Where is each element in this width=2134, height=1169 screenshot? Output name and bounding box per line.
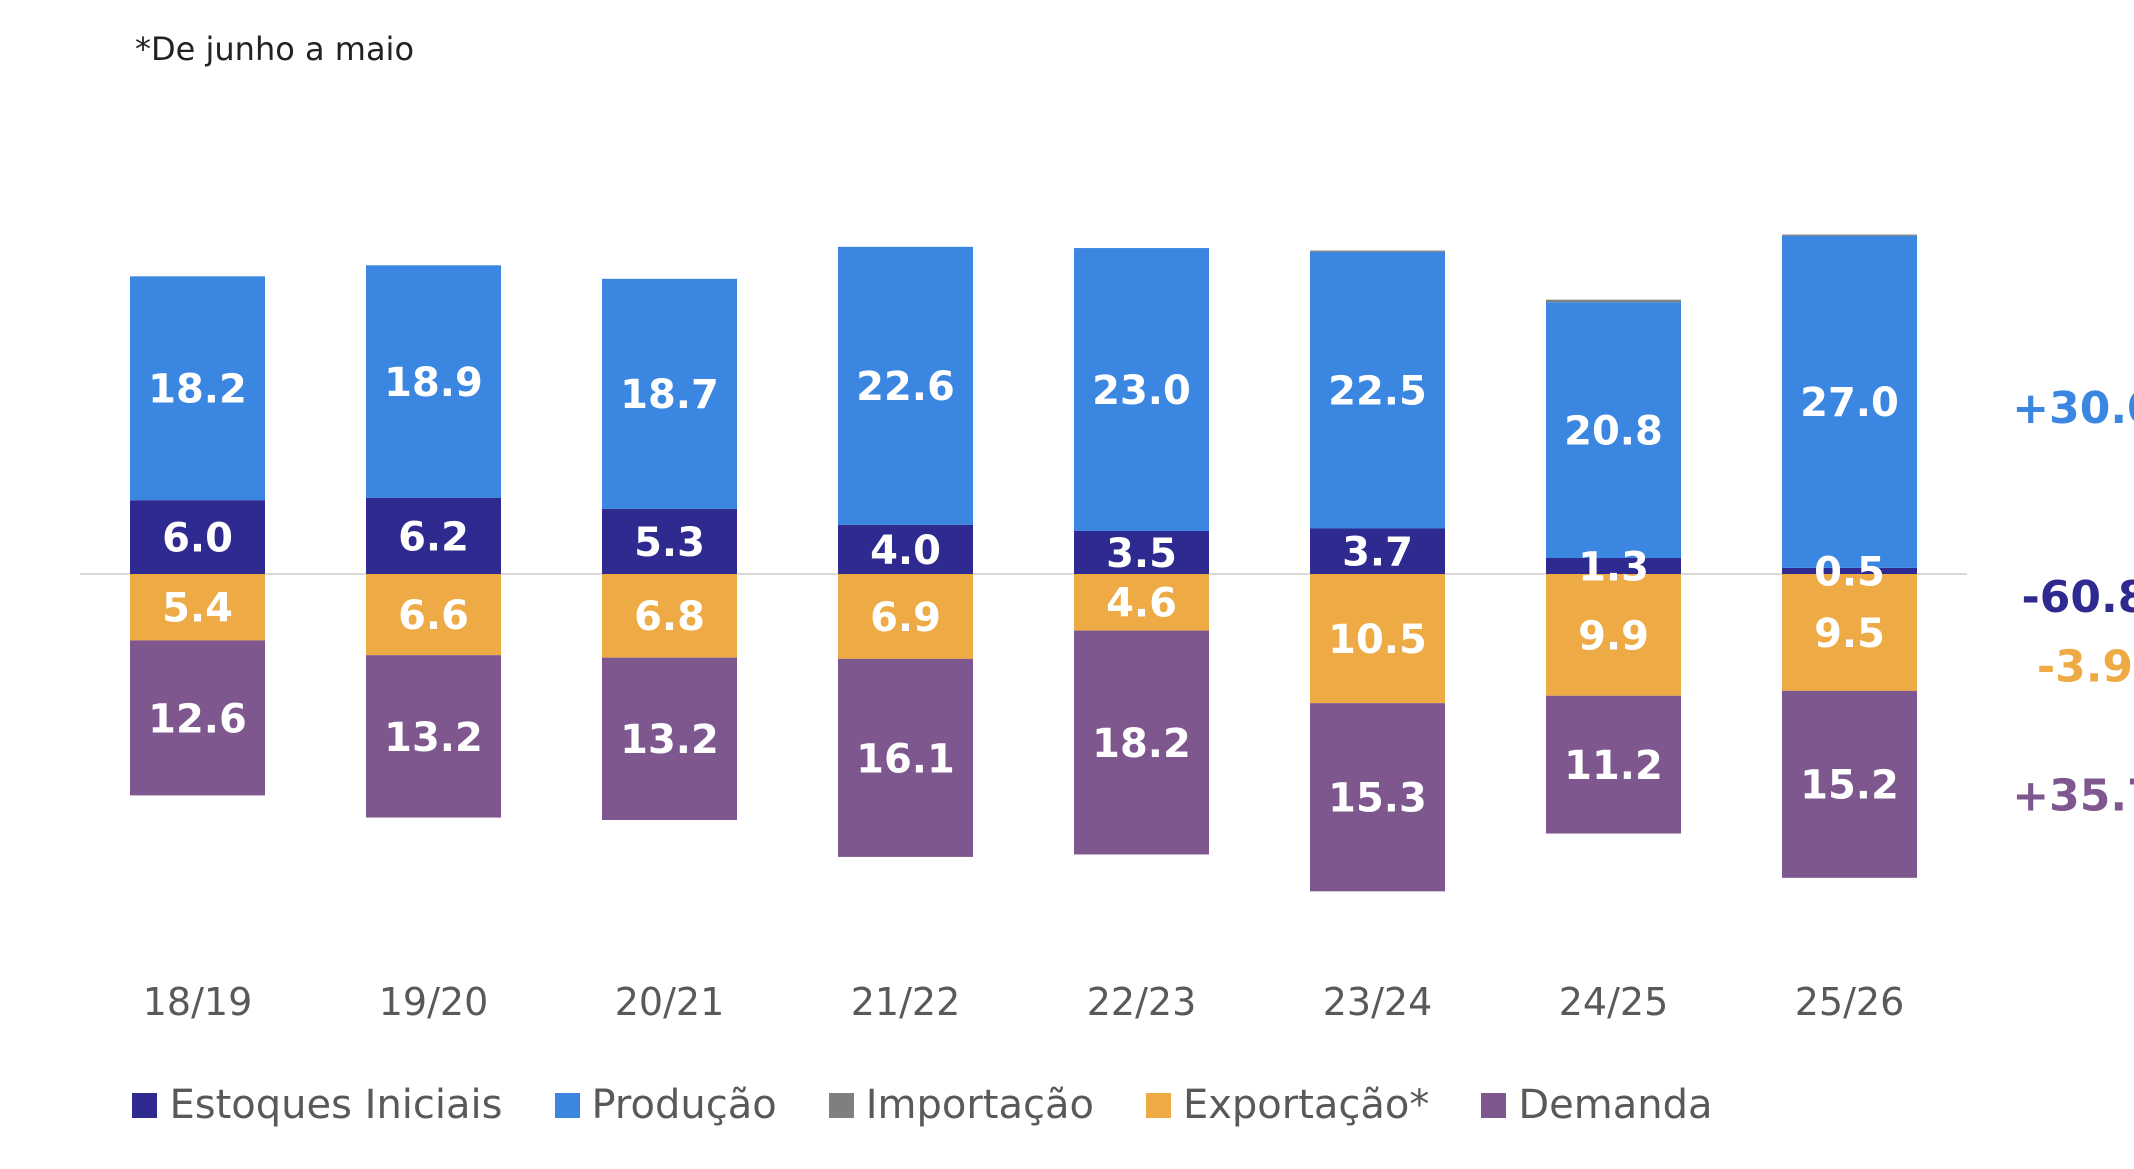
change-annotation-exportacao: -3.9% (2037, 641, 2134, 692)
x-tick-label-21-22: 21/22 (851, 980, 961, 1024)
x-tick-label-23-24: 23/24 (1323, 980, 1433, 1024)
legend-item-exportacao: Exportação* (1145, 1082, 1430, 1128)
data-label-exportacao-21-22: 6.9 (870, 595, 941, 641)
legend-item-estoques-iniciais: Estoques Iniciais (132, 1082, 503, 1128)
data-label-demanda-25-26: 15.2 (1800, 763, 1899, 809)
data-label-producao-21-22: 22.6 (856, 364, 955, 410)
bar-demanda-23-24 (1310, 703, 1445, 892)
x-tick-label-22-23: 22/23 (1087, 980, 1197, 1024)
data-label-estoques-iniciais-24-25: 1.3 (1578, 544, 1649, 590)
legend-item-demanda: Demanda (1481, 1082, 1713, 1128)
data-label-exportacao-18-19: 5.4 (162, 586, 233, 632)
bar-producao-18-19 (130, 276, 265, 501)
data-label-producao-19-20: 18.9 (384, 360, 483, 406)
bar-exportacao-24-25 (1546, 574, 1681, 696)
bar-demanda-19-20 (366, 655, 501, 818)
footnote: *De junho a maio (135, 30, 415, 68)
data-label-exportacao-25-26: 9.5 (1814, 611, 1885, 657)
bar-producao-20-21 (602, 278, 737, 509)
bar-estoques-iniciais-20-21 (602, 508, 737, 574)
bar-exportacao-25-26 (1782, 574, 1917, 691)
bar-exportacao-22-23 (1074, 574, 1209, 631)
bar-producao-21-22 (838, 246, 973, 525)
data-label-producao-20-21: 18.7 (620, 372, 719, 418)
bar-estoques-iniciais-21-22 (838, 524, 973, 574)
data-label-producao-18-19: 18.2 (148, 367, 247, 413)
data-label-producao-22-23: 23.0 (1092, 368, 1191, 414)
bar-estoques-iniciais-22-23 (1074, 530, 1209, 574)
bar-estoques-iniciais-23-24 (1310, 528, 1445, 574)
change-annotation-producao: +30.0% (2012, 383, 2134, 434)
data-label-estoques-iniciais-19-20: 6.2 (398, 514, 469, 560)
data-label-producao-25-26: 27.0 (1800, 380, 1899, 426)
legend-swatch-importacao (828, 1092, 854, 1118)
bar-importacao-24-25 (1546, 299, 1681, 303)
data-label-exportacao-24-25: 9.9 (1578, 613, 1649, 659)
bar-demanda-18-19 (130, 640, 265, 796)
legend-label-producao: Produção (591, 1082, 777, 1128)
bar-exportacao-18-19 (130, 574, 265, 641)
legend-label-demanda: Demanda (1518, 1082, 1713, 1128)
bar-demanda-25-26 (1782, 690, 1917, 878)
bar-producao-19-20 (366, 265, 501, 498)
bar-estoques-iniciais-18-19 (130, 500, 265, 574)
data-label-demanda-23-24: 15.3 (1328, 776, 1427, 822)
legend-item-producao: Produção (554, 1082, 777, 1128)
data-label-demanda-22-23: 18.2 (1092, 721, 1191, 767)
data-label-demanda-20-21: 13.2 (620, 717, 719, 763)
data-label-estoques-iniciais-20-21: 5.3 (634, 520, 705, 566)
data-label-exportacao-20-21: 6.8 (634, 594, 705, 640)
bar-exportacao-20-21 (602, 574, 737, 658)
bar-estoques-iniciais-24-25 (1546, 558, 1681, 574)
bar-demanda-22-23 (1074, 630, 1209, 855)
bar-exportacao-21-22 (838, 574, 973, 659)
x-tick-label-18-19: 18/19 (143, 980, 253, 1024)
x-tick-label-20-21: 20/21 (615, 980, 725, 1024)
bar-demanda-21-22 (838, 658, 973, 857)
data-label-estoques-iniciais-23-24: 3.7 (1342, 530, 1413, 576)
data-label-estoques-iniciais-25-26: 0.5 (1814, 549, 1885, 595)
data-label-demanda-24-25: 11.2 (1564, 743, 1663, 789)
data-label-exportacao-19-20: 6.6 (398, 593, 469, 639)
legend-swatch-exportacao (1145, 1092, 1171, 1118)
bar-importacao-23-24 (1310, 250, 1445, 252)
data-label-estoques-iniciais-21-22: 4.0 (870, 528, 941, 574)
bar-estoques-iniciais-19-20 (366, 497, 501, 574)
data-label-exportacao-23-24: 10.5 (1328, 617, 1427, 663)
bar-demanda-24-25 (1546, 695, 1681, 834)
x-tick-label-19-20: 19/20 (379, 980, 489, 1024)
x-tick-label-25-26: 25/26 (1795, 980, 1905, 1024)
bar-importacao-25-26 (1782, 234, 1917, 236)
data-label-producao-24-25: 20.8 (1564, 408, 1663, 454)
data-label-estoques-iniciais-22-23: 3.5 (1106, 531, 1177, 577)
bar-exportacao-19-20 (366, 574, 501, 656)
change-annotation-estoques-iniciais: -60.8% (2022, 572, 2134, 623)
data-label-demanda-21-22: 16.1 (856, 736, 955, 782)
change-annotation-demanda: +35.7% (2012, 770, 2134, 821)
legend-label-estoques-iniciais: Estoques Iniciais (169, 1082, 503, 1128)
data-label-demanda-18-19: 12.6 (148, 696, 247, 742)
bar-estoques-iniciais-25-26 (1782, 567, 1917, 574)
data-label-producao-23-24: 22.5 (1328, 369, 1427, 415)
bar-producao-22-23 (1074, 248, 1209, 531)
legend-swatch-producao (554, 1092, 580, 1118)
bar-exportacao-23-24 (1310, 574, 1445, 704)
legend-label-importacao: Importação (865, 1082, 1094, 1128)
legend-label-exportacao: Exportação* (1182, 1082, 1430, 1128)
bar-producao-24-25 (1546, 302, 1681, 559)
data-label-exportacao-22-23: 4.6 (1106, 581, 1177, 627)
bar-demanda-20-21 (602, 657, 737, 820)
data-label-demanda-19-20: 13.2 (384, 715, 483, 761)
data-label-estoques-iniciais-18-19: 6.0 (162, 516, 233, 562)
legend-swatch-estoques-iniciais (132, 1092, 158, 1118)
bar-producao-25-26 (1782, 235, 1917, 568)
x-tick-label-24-25: 24/25 (1559, 980, 1669, 1024)
legend: Estoques Iniciais Produção Importação Expor… (0, 1082, 1845, 1128)
legend-item-importacao: Importação (828, 1082, 1094, 1128)
legend-swatch-demanda (1481, 1092, 1507, 1118)
bar-producao-23-24 (1310, 251, 1445, 529)
